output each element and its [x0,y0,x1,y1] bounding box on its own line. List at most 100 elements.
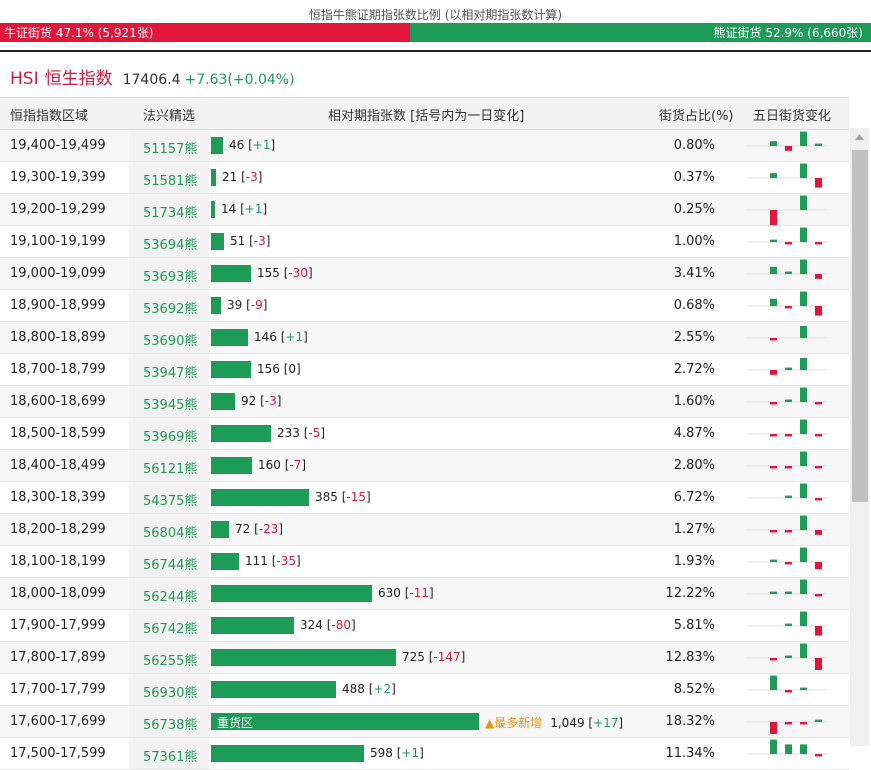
sparkline-bar [800,687,807,690]
warrant-code-link[interactable]: 56121熊 [143,462,198,477]
warrant-code-link[interactable]: 53947熊 [143,366,198,381]
warrant-code-link[interactable]: 57361熊 [143,750,198,765]
sparkline-bar [800,131,807,146]
contracts-bar [211,489,309,506]
table-row: 19,200-19,299 51734熊 14 [+1] 0.25% [0,194,849,226]
table-row: 17,700-17,799 56930熊 488 [+2] 8.52% [0,674,849,706]
warrant-code-link[interactable]: 54375熊 [143,494,198,509]
sparkline-bar [800,515,807,530]
count-value: 46 [229,138,245,152]
sparkline-bar [770,559,777,562]
pick-cell: 53947熊 [129,354,209,385]
index-name[interactable]: 恒生指数 [44,69,113,89]
sparkline-bar [815,658,822,670]
sparkline-bar [815,178,822,188]
warrant-code-link[interactable]: 56244熊 [143,590,198,605]
warrant-code-link[interactable]: 51734熊 [143,206,198,221]
pick-cell: 56744熊 [129,546,209,577]
five-day-sparkline [747,227,827,245]
table-row: 18,100-18,199 56744熊 111 [-35] 1.93% [0,546,849,578]
index-price: 17406.4 [122,72,181,88]
contracts-bar: 重货区 [211,713,479,730]
sparkline-bar [770,338,777,341]
index-code[interactable]: HSI [10,69,39,89]
warrant-code-link[interactable]: 56804熊 [143,526,198,541]
contracts-count: 324 [-80] [300,618,356,632]
five-day-sparkline [747,387,827,405]
pick-cell: 51157熊 [129,130,209,161]
index-change: +7.63(+0.04%) [184,72,295,88]
contracts-bar [211,361,251,378]
warrant-code-link[interactable]: 51581熊 [143,174,198,189]
contracts-bar [211,521,229,538]
col-header-contracts: 相对期指张数 [括号内为一日变化] [328,109,525,124]
index-range: 18,600-18,699 [10,394,106,409]
warrant-code-link[interactable]: 53945熊 [143,398,198,413]
five-day-sparkline [747,547,827,570]
index-range: 19,200-19,299 [10,202,106,217]
count-value: 324 [300,618,323,632]
sparkline-bar [785,495,792,498]
pick-cell: 53969熊 [129,418,209,449]
contracts-count: 146 [+1] [254,330,308,344]
scrollbar-thumb[interactable] [852,150,868,502]
warrant-code-link[interactable]: 53692熊 [143,302,198,317]
count-value: 39 [227,298,243,312]
warrant-code-link[interactable]: 51157熊 [143,142,198,157]
warrant-code-link[interactable]: 56738熊 [143,718,198,733]
five-day-sparkline [747,643,827,670]
pick-cell: 53692熊 [129,290,209,321]
count-delta: +1 [244,202,263,216]
warrant-code-link[interactable]: 56255熊 [143,654,198,669]
index-range: 17,600-17,699 [10,714,106,729]
sparkline-bar [770,239,777,242]
contracts-bar [211,681,336,698]
count-delta: -9 [250,298,263,312]
warrant-code-link[interactable]: 53690熊 [143,334,198,349]
count-value: 21 [222,170,238,184]
count-value: 598 [370,746,393,760]
col-header-share: 街货占比(%) [659,109,734,124]
count-delta: -15 [346,490,367,504]
sparkline-bar [770,210,777,225]
warrant-code-link[interactable]: 53693熊 [143,270,198,285]
warrant-code-link[interactable]: 53969熊 [143,430,198,445]
contracts-bar [211,329,248,346]
contracts-bar [211,393,235,410]
share-percent: 1.00% [673,234,715,249]
count-value: 72 [235,522,251,536]
share-percent: 3.41% [673,266,715,281]
sparkline-bar [800,227,807,242]
count-delta: -147 [433,650,461,664]
count-delta: +1 [285,330,304,344]
sparkline-bar [800,579,807,594]
sparkline-bar [800,259,807,274]
table-row: 17,900-17,999 56742熊 324 [-80] 5.81% [0,610,849,642]
sparkline-bar [800,611,807,626]
sparkline-bar [815,562,822,570]
count-delta: +17 [593,716,619,730]
warrant-code-link[interactable]: 56742熊 [143,622,198,637]
contracts-count: 155 [-30] [257,266,313,280]
count-value: 160 [258,458,281,472]
sparkline-bar [770,173,777,178]
count-value: 233 [277,426,300,440]
contracts-bar [211,169,216,186]
index-range: 18,700-18,799 [10,362,106,377]
table-row: 18,300-18,399 54375熊 385 [-15] 6.72% [0,482,849,514]
scroll-up-arrow-icon[interactable] [850,128,869,146]
contracts-count: 21 [-3] [222,170,263,184]
count-value: 385 [315,490,338,504]
index-range: 19,300-19,399 [10,170,106,185]
index-range: 18,500-18,599 [10,426,106,441]
sparkline-bar [800,419,807,434]
sparkline-bar [785,591,792,594]
warrant-code-link[interactable]: 56930熊 [143,686,198,701]
sparkline-bar [815,626,822,636]
warrant-code-link[interactable]: 53694熊 [143,238,198,253]
sparkline-bar [815,306,822,316]
warrant-code-link[interactable]: 56744熊 [143,558,198,573]
count-value: 14 [221,202,237,216]
heavy-zone-label: 重货区 [217,716,254,730]
share-percent: 0.37% [673,170,715,185]
